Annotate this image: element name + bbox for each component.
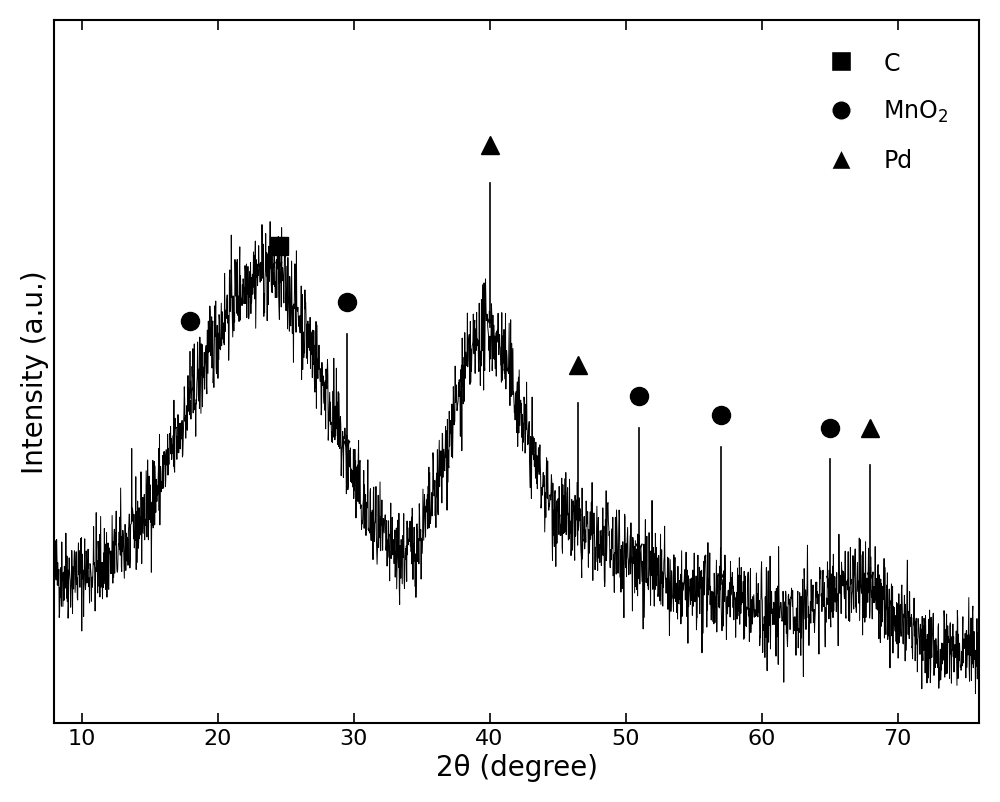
Legend: C, MnO$_2$, Pd: C, MnO$_2$, Pd [798,33,967,192]
Y-axis label: Intensity (a.u.): Intensity (a.u.) [21,270,49,473]
X-axis label: 2θ (degree): 2θ (degree) [436,753,598,781]
